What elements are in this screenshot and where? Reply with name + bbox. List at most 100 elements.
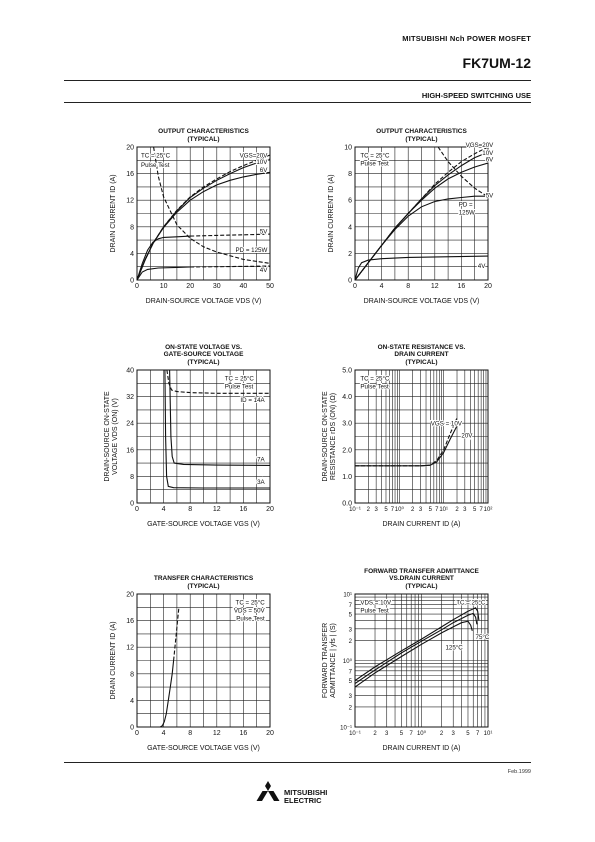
x-axis-label: DRAIN-SOURCE VOLTAGE VDS (V)	[364, 298, 480, 305]
y-axis-label: DRAIN CURRENT ID (A)	[110, 621, 117, 699]
chart-annotation: Pulse Test	[360, 607, 389, 614]
series-group	[164, 370, 270, 489]
series-line-transfer-ext	[173, 607, 180, 661]
chart-annotation: VDS = 10V	[360, 599, 392, 606]
chart-title: OUTPUT CHARACTERISTICS	[376, 128, 467, 135]
header-rule	[64, 80, 531, 81]
chart-svg: 0 4 8 12 16 20 0 2 4 6 8 10 DRAIN-SOURCE VOLTAGE VDS…	[328, 141, 495, 305]
x-tick-label: 12	[213, 506, 221, 513]
chart-subtitle: (TYPICAL)	[187, 582, 220, 590]
x-tick-label: 7	[479, 507, 483, 513]
chart-annotation: VGS = 10V	[431, 421, 463, 428]
output-characteristics-chart-1: OUTPUT CHARACTERISTICS (TYPICAL) 0 10 20 30 40…	[94, 117, 324, 327]
series-line-pd-125w	[153, 147, 270, 264]
y-tick-label: 10¹	[343, 593, 352, 599]
series-line-7a	[169, 370, 270, 466]
series-line-6v	[137, 171, 270, 280]
chart-subtitle: GATE-SOURCE VOLTAGE	[163, 351, 244, 358]
chart-annotation: TC = 25°C	[456, 599, 486, 606]
x-tick-label: 10⁻¹	[349, 507, 361, 513]
x-tick-label: 8	[406, 283, 410, 290]
chart-title: OUTPUT CHARACTERISTICS	[158, 128, 249, 135]
y-tick-label: 4.0	[342, 394, 352, 401]
output-characteristics-chart-2: OUTPUT CHARACTERISTICS (TYPICAL) 0 4 8 12 16 20…	[312, 117, 542, 327]
chart-subtitle2: (TYPICAL)	[405, 358, 438, 366]
chart-title: FORWARD TRANSFER ADMITTANCE	[364, 567, 479, 575]
y-tick-label: 1.0	[342, 474, 352, 481]
chart-title: ON-STATE VOLTAGE VS. GATE-SOURCE VOLTAGE(…	[79, 344, 329, 367]
plot-frame	[136, 146, 271, 281]
grid	[354, 369, 489, 504]
chart-annotation: ID = 14A	[240, 397, 265, 404]
y-tick-label: 0	[348, 278, 352, 285]
transfer-characteristics-chart: TRANSFER CHARACTERISTICS (TYPICAL) 0 4 8 12 16…	[94, 564, 324, 774]
x-tick-label: 20	[186, 283, 194, 290]
header-rule-2	[64, 102, 531, 103]
y-tick-label: 3	[349, 627, 353, 633]
x-tick-label: 20	[266, 506, 274, 513]
chart-annotation: Pulse Test	[360, 383, 389, 390]
x-tick-label: 30	[213, 283, 221, 290]
chart-annotation: 4V	[260, 267, 268, 274]
y-axis-label: FORWARD TRANSFER	[322, 623, 329, 698]
chart-annotation: 4V	[478, 263, 486, 270]
x-tick-label: 5	[473, 507, 477, 513]
chart-annotation: 125W	[459, 210, 475, 217]
series-line-5v-ext	[190, 233, 270, 237]
x-tick-label: 4	[162, 730, 166, 737]
chart-title: ON-STATE RESISTANCE VS. DRAIN CURRENT (TYP…	[297, 344, 547, 367]
y-tick-label: 5.0	[342, 368, 352, 375]
y-tick-label: 5	[349, 679, 353, 685]
chart-subtitle2: (TYPICAL)	[187, 358, 220, 366]
brand-line: MITSUBISHI Nch POWER MOSFET	[402, 34, 531, 43]
y-tick-label: 8	[130, 671, 134, 678]
series-line-transfer	[160, 660, 175, 727]
plot-frame	[354, 593, 489, 728]
series-group	[355, 147, 488, 280]
chart-annotation: VGS=20V	[466, 142, 495, 149]
x-tick-label: 10	[160, 283, 168, 290]
x-tick-label: 8	[188, 506, 192, 513]
chart-annotation: Pulse Test	[225, 383, 254, 390]
chart-annotation: 20V	[461, 433, 473, 440]
y-tick-label: 12	[126, 645, 134, 652]
x-tick-label: 40	[240, 283, 248, 290]
chart-svg: 10⁻¹ 2 3 5 7 10⁰ 2 3 5 7 10¹ 2 3 5 7 10²0.01.02.03.04.0…	[322, 368, 492, 529]
x-tick-label: 0	[135, 283, 139, 290]
x-tick-label: 2	[440, 731, 444, 737]
mitsubishi-logo: MITSUBISHI ELECTRIC	[254, 781, 327, 810]
on-state-resistance-chart: ON-STATE RESISTANCE VS. DRAIN CURRENT (TYP…	[312, 340, 542, 550]
chart-annotation: PD =	[459, 202, 473, 209]
y-tick-label: 0.0	[342, 501, 352, 508]
x-tick-label: 3	[463, 507, 467, 513]
y-tick-label: 4	[348, 224, 352, 231]
y-tick-label: 20	[126, 145, 134, 152]
plot-frame	[354, 146, 489, 281]
series-line-20v	[355, 425, 458, 467]
x-tick-label: 5	[429, 507, 433, 513]
chart-annotation: 75°C	[476, 634, 490, 641]
series-line-tc-25-c	[355, 607, 480, 681]
series-group	[355, 417, 458, 467]
x-tick-label: 10⁰	[417, 730, 427, 737]
x-tick-label: 4	[162, 506, 166, 513]
x-tick-label: 0	[353, 283, 357, 290]
y-tick-label: 10⁻¹	[340, 726, 352, 732]
chart-annotation: 5V	[486, 192, 494, 199]
x-tick-label: 0	[135, 730, 139, 737]
series-line-125-c	[355, 620, 473, 688]
y-tick-label: 16	[126, 618, 134, 625]
y-tick-label: 7	[349, 669, 353, 675]
y-axis-label: DRAIN-SOURCE ON-STATE	[104, 391, 111, 482]
series-line-pd	[437, 147, 488, 198]
x-tick-label: 16	[240, 730, 248, 737]
chart-annotation: 125°C	[445, 645, 463, 652]
chart-annotation: 10V	[482, 150, 494, 157]
x-axis-label: GATE-SOURCE VOLTAGE VGS (V)	[147, 521, 260, 528]
chart-title: TRANSFER CHARACTERISTICS	[153, 575, 254, 582]
series-group	[355, 607, 480, 688]
x-tick-label: 7	[435, 507, 439, 513]
series-group	[137, 147, 270, 280]
y-tick-label: 8	[130, 224, 134, 231]
x-axis-label: GATE-SOURCE VOLTAGE VGS (V)	[147, 745, 260, 752]
